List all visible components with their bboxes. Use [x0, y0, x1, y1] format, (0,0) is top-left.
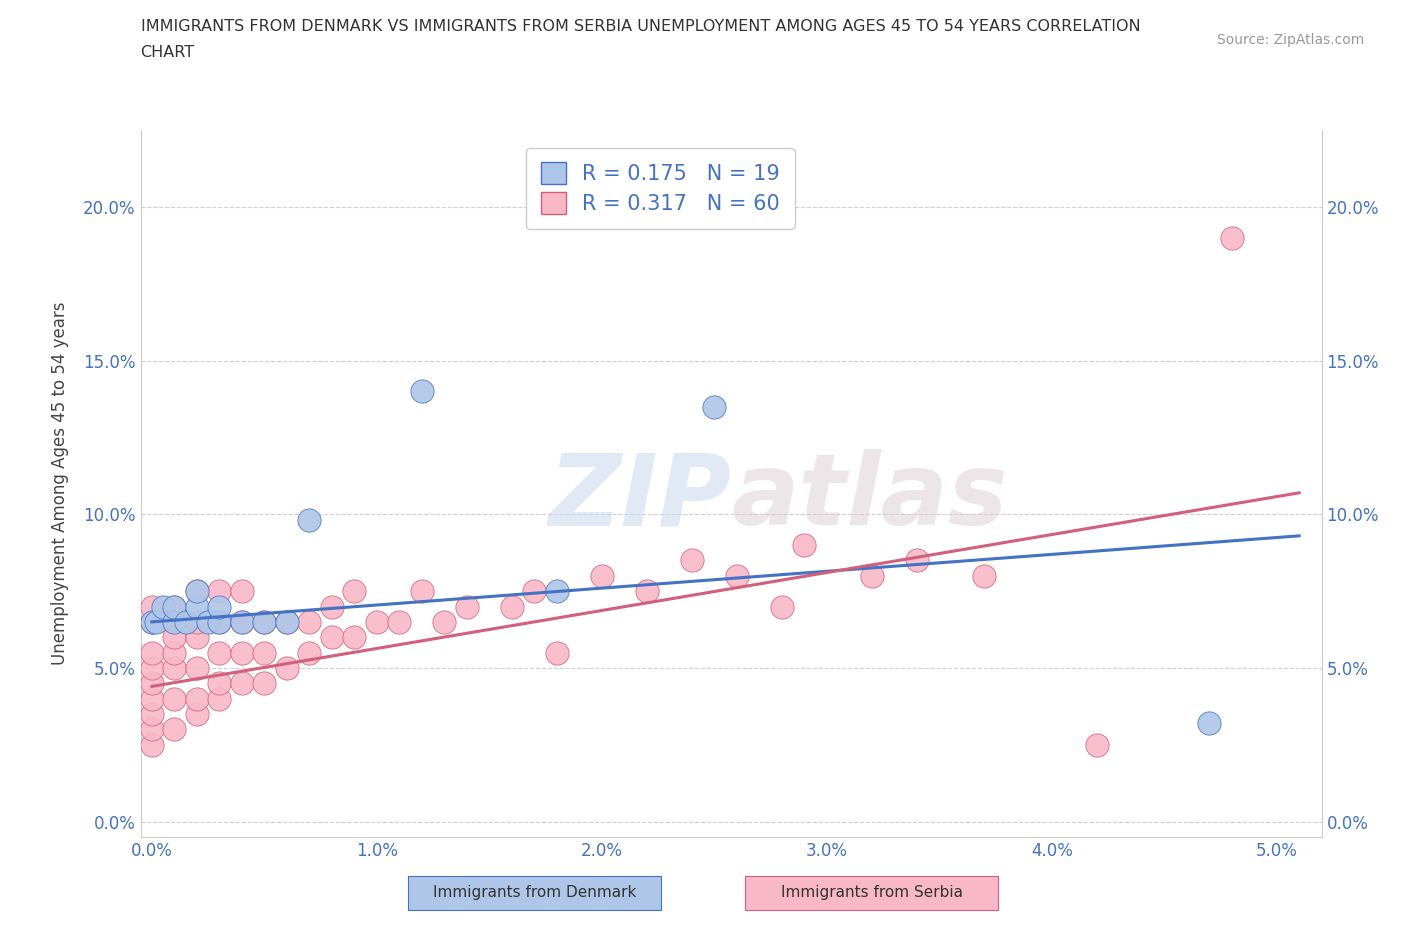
Point	[343, 584, 366, 599]
Point	[793, 538, 815, 552]
Point	[411, 584, 433, 599]
Point	[366, 615, 388, 630]
Point	[276, 615, 298, 630]
Point	[141, 615, 163, 630]
Text: Immigrants from Denmark: Immigrants from Denmark	[433, 885, 636, 900]
Point	[321, 599, 343, 614]
Text: ZIP: ZIP	[548, 449, 731, 546]
Point	[163, 615, 186, 630]
Point	[141, 722, 163, 737]
Point	[636, 584, 658, 599]
Point	[591, 568, 613, 583]
Point	[343, 630, 366, 644]
Point	[298, 513, 321, 528]
Point	[456, 599, 478, 614]
Point	[276, 660, 298, 675]
Point	[141, 599, 163, 614]
Point	[231, 676, 253, 691]
Point	[208, 615, 231, 630]
Point	[208, 645, 231, 660]
Point	[163, 660, 186, 675]
Text: atlas: atlas	[731, 449, 1008, 546]
Point	[1220, 231, 1243, 246]
Point	[163, 630, 186, 644]
Point	[298, 645, 321, 660]
Text: IMMIGRANTS FROM DENMARK VS IMMIGRANTS FROM SERBIA UNEMPLOYMENT AMONG AGES 45 TO : IMMIGRANTS FROM DENMARK VS IMMIGRANTS FR…	[141, 19, 1140, 33]
Point	[253, 615, 276, 630]
Point	[253, 615, 276, 630]
Point	[186, 707, 208, 722]
Point	[411, 384, 433, 399]
Point	[208, 599, 231, 614]
Point	[321, 630, 343, 644]
Point	[208, 691, 231, 706]
Y-axis label: Unemployment Among Ages 45 to 54 years: Unemployment Among Ages 45 to 54 years	[52, 302, 69, 665]
Point	[186, 584, 208, 599]
Point	[253, 645, 276, 660]
Point	[152, 599, 174, 614]
Point	[276, 615, 298, 630]
Point	[523, 584, 546, 599]
Point	[141, 676, 163, 691]
Point	[141, 645, 163, 660]
Point	[163, 645, 186, 660]
Point	[860, 568, 883, 583]
Point	[141, 615, 163, 630]
Point	[546, 584, 568, 599]
Point	[546, 645, 568, 660]
Point	[681, 553, 703, 568]
Text: Immigrants from Serbia: Immigrants from Serbia	[780, 885, 963, 900]
Point	[197, 615, 219, 630]
Point	[145, 615, 167, 630]
Point	[141, 737, 163, 752]
Point	[186, 691, 208, 706]
Point	[174, 615, 197, 630]
Point	[208, 676, 231, 691]
Point	[186, 615, 208, 630]
Point	[725, 568, 748, 583]
Point	[163, 691, 186, 706]
Point	[208, 615, 231, 630]
Point	[163, 722, 186, 737]
Point	[231, 615, 253, 630]
Point	[231, 584, 253, 599]
Point	[141, 691, 163, 706]
Point	[141, 660, 163, 675]
Point	[231, 645, 253, 660]
Point	[770, 599, 793, 614]
Legend: R = 0.175   N = 19, R = 0.317   N = 60: R = 0.175 N = 19, R = 0.317 N = 60	[526, 148, 794, 229]
Point	[905, 553, 928, 568]
Point	[388, 615, 411, 630]
Point	[186, 660, 208, 675]
Point	[298, 615, 321, 630]
Point	[163, 599, 186, 614]
Point	[163, 599, 186, 614]
Point	[253, 676, 276, 691]
Point	[141, 707, 163, 722]
Point	[231, 615, 253, 630]
Point	[186, 584, 208, 599]
Point	[186, 630, 208, 644]
Text: CHART: CHART	[141, 45, 194, 60]
Text: Source: ZipAtlas.com: Source: ZipAtlas.com	[1216, 33, 1364, 46]
Point	[433, 615, 456, 630]
Point	[208, 584, 231, 599]
Point	[973, 568, 995, 583]
Point	[703, 399, 725, 414]
Point	[1198, 716, 1220, 731]
Point	[186, 599, 208, 614]
Point	[501, 599, 523, 614]
Point	[1085, 737, 1108, 752]
